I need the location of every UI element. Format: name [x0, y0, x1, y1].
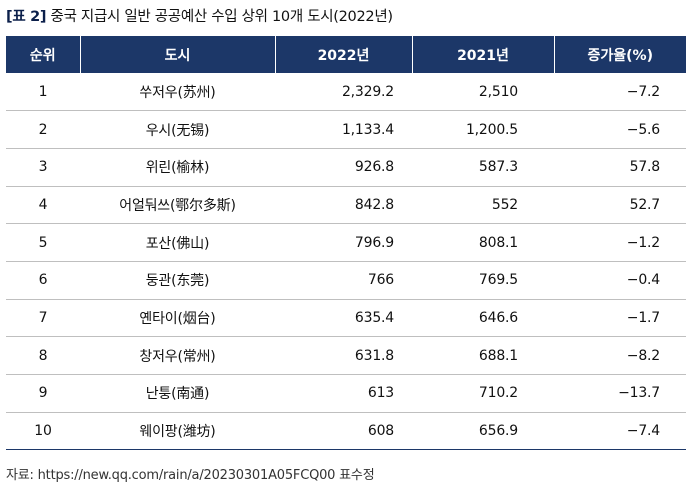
value-2021-cell: 769.5 — [412, 261, 554, 300]
header-rank: 순위 — [6, 36, 80, 73]
caption-title: 중국 지급시 일반 공공예산 수입 상위 10개 도시(2022년) — [50, 9, 394, 25]
rank-cell: 6 — [6, 261, 80, 300]
city-cell: 둥관(东莞) — [80, 261, 275, 300]
value-2022-cell: 613 — [275, 374, 412, 413]
value-2022-cell: 1,133.4 — [275, 110, 412, 149]
table-row: 5 포산(佛山) 796.9 808.1 −1.2 — [6, 223, 686, 262]
city-cell: 웨이팡(潍坊) — [80, 412, 275, 451]
rank-cell: 7 — [6, 299, 80, 338]
header-growth: 증가율(%) — [553, 36, 686, 73]
growth-cell: −7.4 — [554, 412, 686, 451]
header-2022: 2022년 — [274, 36, 412, 73]
value-2022-cell: 842.8 — [275, 186, 412, 225]
table-row: 2 우시(无锡) 1,133.4 1,200.5 −5.6 — [6, 110, 686, 149]
growth-cell: −8.2 — [554, 336, 686, 375]
growth-cell: −7.2 — [554, 73, 686, 112]
city-cell: 어얼둬쓰(鄂尔多斯) — [80, 186, 275, 225]
value-2022-cell: 635.4 — [275, 299, 412, 338]
value-2022-cell: 631.8 — [275, 336, 412, 375]
growth-cell: 57.8 — [554, 148, 686, 187]
table-row: 4 어얼둬쓰(鄂尔多斯) 842.8 552 52.7 — [6, 186, 686, 225]
rank-cell: 10 — [6, 412, 80, 451]
table-row: 1 쑤저우(苏州) 2,329.2 2,510 −7.2 — [6, 73, 686, 112]
value-2021-cell: 808.1 — [412, 223, 554, 262]
rank-cell: 3 — [6, 148, 80, 187]
header-2021: 2021년 — [411, 36, 554, 73]
city-cell: 우시(无锡) — [80, 110, 275, 149]
growth-cell: −5.6 — [554, 110, 686, 149]
city-revenue-table: 순위 도시 2022년 2021년 증가율(%) 1 쑤저우(苏州) 2,329.2… — [6, 36, 686, 451]
header-row: 순위 도시 2022년 2021년 증가율(%) — [6, 36, 686, 73]
city-cell: 쑤저우(苏州) — [80, 73, 275, 112]
value-2021-cell: 552 — [412, 186, 554, 225]
header-city: 도시 — [79, 36, 275, 73]
city-cell: 포산(佛山) — [80, 223, 275, 262]
city-cell: 옌타이(烟台) — [80, 299, 275, 338]
rank-cell: 8 — [6, 336, 80, 375]
growth-cell: −13.7 — [554, 374, 686, 413]
table-row: 6 둥관(东莞) 766 769.5 −0.4 — [6, 261, 686, 300]
rank-cell: 4 — [6, 186, 80, 225]
value-2021-cell: 1,200.5 — [412, 110, 554, 149]
rank-cell: 1 — [6, 73, 80, 112]
value-2021-cell: 587.3 — [412, 148, 554, 187]
value-2021-cell: 646.6 — [412, 299, 554, 338]
table-caption: [표 2] 중국 지급시 일반 공공예산 수입 상위 10개 도시(2022년) — [6, 5, 393, 26]
table-row: 7 옌타이(烟台) 635.4 646.6 −1.7 — [6, 299, 686, 338]
value-2021-cell: 2,510 — [412, 73, 554, 112]
table-row: 3 위린(榆林) 926.8 587.3 57.8 — [6, 148, 686, 187]
value-2022-cell: 766 — [275, 261, 412, 300]
rank-cell: 5 — [6, 223, 80, 262]
value-2022-cell: 926.8 — [275, 148, 412, 187]
value-2021-cell: 688.1 — [412, 336, 554, 375]
growth-cell: −1.2 — [554, 223, 686, 262]
value-2021-cell: 710.2 — [412, 374, 554, 413]
table-row: 8 창저우(常州) 631.8 688.1 −8.2 — [6, 336, 686, 375]
city-cell: 창저우(常州) — [80, 336, 275, 375]
table-row: 9 난퉁(南通) 613 710.2 −13.7 — [6, 374, 686, 413]
table-row: 10 웨이팡(潍坊) 608 656.9 −7.4 — [6, 412, 686, 451]
caption-tag: [표 2] — [6, 9, 47, 25]
growth-cell: −0.4 — [554, 261, 686, 300]
rank-cell: 2 — [6, 110, 80, 149]
growth-cell: 52.7 — [554, 186, 686, 225]
value-2022-cell: 608 — [275, 412, 412, 451]
growth-cell: −1.7 — [554, 299, 686, 338]
value-2022-cell: 2,329.2 — [275, 73, 412, 112]
source-note: 자료: https://new.qq.com/rain/a/20230301A0… — [6, 468, 375, 483]
rank-cell: 9 — [6, 374, 80, 413]
city-cell: 위린(榆林) — [80, 148, 275, 187]
city-cell: 난퉁(南通) — [80, 374, 275, 413]
value-2021-cell: 656.9 — [412, 412, 554, 451]
value-2022-cell: 796.9 — [275, 223, 412, 262]
